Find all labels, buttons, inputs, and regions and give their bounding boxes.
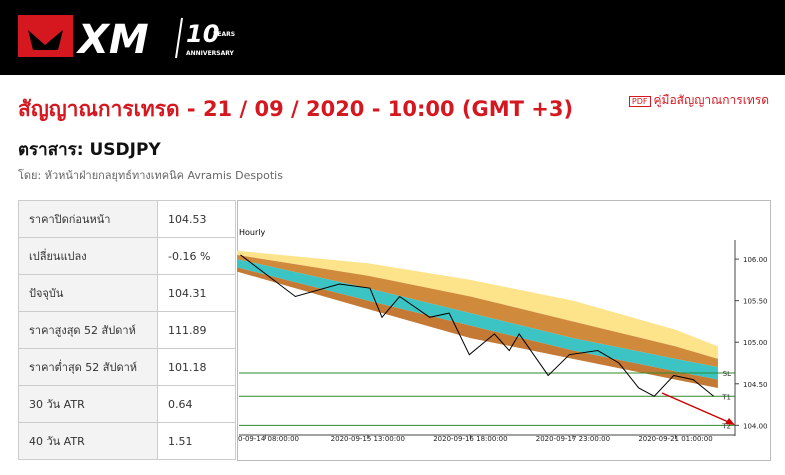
label-cell: ราคาปิดก่อนหน้า [18,200,158,238]
band [237,259,718,380]
band [237,250,718,359]
pdf-icon: PDF [628,96,651,107]
stats-table: ราคาปิดก่อนหน้า 104.53 เปลี่ยนแปลง -0.16 % ป… [18,200,236,460]
header: XM 10 YEARS ANNIVERSARY [0,0,785,75]
label-cell: 40 วัน ATR [18,422,158,460]
band [237,254,718,368]
y-tick-label: 105.00 [743,339,768,347]
logo: XM 10 YEARS ANNIVERSARY [18,15,235,63]
badge-years: YEARS [212,31,235,38]
x-tick-label: 2020-09-16 18:00:00 [433,435,507,443]
table-row: ราคาต่ำสุด 52 สัปดาห์ 101.18 [18,348,236,386]
badge: 10 [186,20,219,48]
y-tick-label: 104.00 [743,422,768,430]
level-label: SL [723,370,731,378]
arrow [661,392,734,425]
value-cell: 104.31 [157,274,236,312]
x-tick-label: 0-09-14 08:00:00 [238,435,299,443]
value-cell: 111.89 [157,311,236,349]
table-row: ปัจจุบัน 104.31 [18,274,236,312]
divider [175,17,183,59]
label-cell: ราคาต่ำสุด 52 สัปดาห์ [18,348,158,386]
instrument: ตราสาร: USDJPY [18,140,161,160]
table-row: เปลี่ยนแปลง -0.16 % [18,237,236,275]
guide-text[interactable]: คู่มือสัญญาณการเทรด [653,93,770,107]
table-row: ราคาสูงสุด 52 สัปดาห์ 111.89 [18,311,236,349]
chart-title: Hourly [239,228,265,237]
label-cell: เปลี่ยนแปลง [18,237,158,275]
value-cell: 104.53 [157,200,236,238]
label-cell: ราคาสูงสุด 52 สัปดาห์ [18,311,158,349]
arrow-head [725,418,735,425]
logo-text: XM [75,17,149,63]
title: สัญญาณการเทรด - 21 / 09 / 2020 - 10:00 (… [18,97,574,121]
x-tick-label: 2020-09-21 01:00:00 [638,435,712,443]
logo-icon [18,15,73,57]
table-row: 40 วัน ATR 1.51 [18,422,236,460]
chart: SL T1 T2 104.00 104.50 105.00 105.50 106.00 0-09… [237,200,771,461]
y-tick-label: 105.50 [743,298,768,306]
guide-link[interactable]: PDF คู่มือสัญญาณการเทรด [628,91,770,110]
label-cell: ปัจจุบัน [18,274,158,312]
y-tick-label: 104.50 [743,381,768,389]
table-row: ราคาปิดก่อนหน้า 104.53 [18,200,236,238]
y-tick-label: 106.00 [743,256,768,264]
value-cell: 101.18 [157,348,236,386]
price-line [240,254,714,397]
value-cell: 1.51 [157,422,236,460]
x-tick-label: 2020-09-17 23:00:00 [536,435,610,443]
value-cell: -0.16 % [157,237,236,275]
value-cell: 0.64 [157,385,236,423]
table-row: 30 วัน ATR 0.64 [18,385,236,423]
author: โดย: หัวหน้าฝ่ายกลยุทธ์ทางเทคนิค Avramis… [18,169,283,182]
badge-anniversary: ANNIVERSARY [186,50,235,57]
logo-bull [28,30,63,50]
x-tick-label: 2020-09-15 13:00:00 [331,435,405,443]
band [237,267,718,388]
label-cell: 30 วัน ATR [18,385,158,423]
level-label: T1 [721,393,731,401]
level-label: T2 [721,422,731,430]
